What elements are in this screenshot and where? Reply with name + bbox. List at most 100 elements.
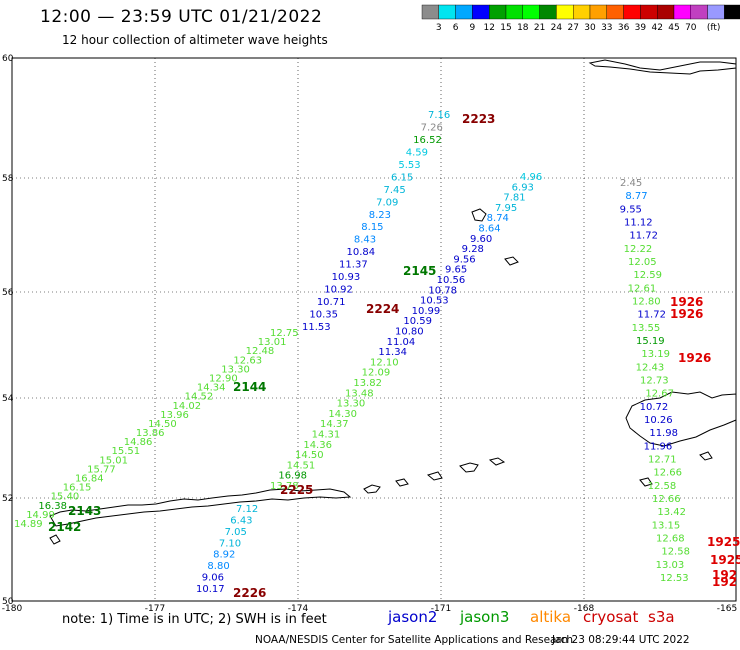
coastline bbox=[588, 59, 737, 75]
colorbar-label: 24 bbox=[551, 23, 563, 33]
wave-height-value: 8.92 bbox=[213, 550, 235, 561]
wave-height-value: 15.51 bbox=[112, 446, 141, 457]
wave-height-value: 12.05 bbox=[628, 257, 657, 268]
wave-height-value: 7.09 bbox=[376, 197, 398, 208]
wave-height-value: 12.53 bbox=[660, 573, 689, 584]
wave-height-value: 13.19 bbox=[641, 349, 670, 360]
wave-height-value: 12.09 bbox=[362, 368, 391, 379]
wave-height-value: 13.30 bbox=[221, 364, 250, 375]
wave-height-value: 13.01 bbox=[258, 337, 287, 348]
wave-height-value: 10.53 bbox=[420, 296, 449, 307]
legend-s3a-label: s3a bbox=[648, 608, 675, 626]
longitude-label: -168 bbox=[574, 604, 595, 614]
pass-time-label: 2145 bbox=[403, 264, 436, 278]
wave-height-value: 9.06 bbox=[202, 573, 224, 584]
longitude-label: -174 bbox=[288, 604, 309, 614]
wave-height-value: 12.63 bbox=[233, 355, 262, 366]
pass-time-label: 1926 bbox=[670, 295, 703, 309]
wave-height-value: 11.34 bbox=[378, 347, 407, 358]
wave-height-value: 12.48 bbox=[246, 346, 275, 357]
wave-height-value: 14.02 bbox=[172, 401, 201, 412]
wave-height-value: 4.96 bbox=[520, 172, 542, 183]
wave-height-value: 10.17 bbox=[196, 584, 225, 595]
legend-jason2-label: jason2 bbox=[388, 608, 438, 626]
wave-height-value: 16.52 bbox=[413, 135, 442, 146]
wave-height-value: 10.59 bbox=[403, 316, 432, 327]
wave-height-value: 10.78 bbox=[428, 285, 457, 296]
wave-height-value: 8.64 bbox=[478, 224, 500, 235]
wave-height-value: 14.86 bbox=[124, 437, 153, 448]
page-subtitle: 12 hour collection of altimeter wave hei… bbox=[62, 33, 328, 47]
pass-time-label: 1926 bbox=[670, 307, 703, 321]
wave-height-value: 11.53 bbox=[302, 322, 331, 333]
longitude-label: -171 bbox=[431, 604, 451, 614]
pass-time-label: 2223 bbox=[462, 112, 495, 126]
wave-height-value: 4.59 bbox=[406, 147, 428, 158]
wave-height-value: 16.15 bbox=[63, 483, 92, 494]
wave-height-value: 13.48 bbox=[345, 388, 374, 399]
page-title: 12:00 — 23:59 UTC 01/21/2022 bbox=[40, 7, 323, 27]
coastline bbox=[488, 457, 506, 466]
wave-height-value: 7.10 bbox=[219, 538, 241, 549]
colorbar-label: 36 bbox=[618, 23, 630, 33]
wave-height-value: 8.77 bbox=[625, 191, 647, 202]
wave-height-value: 16.38 bbox=[38, 501, 67, 512]
wave-height-value: 16.84 bbox=[75, 474, 104, 485]
latitude-label: 56 bbox=[2, 288, 14, 298]
wave-height-value: 13.82 bbox=[353, 378, 382, 389]
wave-height-value: 12.66 bbox=[652, 494, 681, 505]
colorbar-label: 45 bbox=[668, 23, 679, 33]
coastline bbox=[426, 471, 443, 481]
wave-height-value: 14.99 bbox=[26, 510, 55, 521]
wave-height-value: 14.30 bbox=[328, 409, 357, 420]
wave-height-value: 8.23 bbox=[369, 210, 391, 221]
wave-height-value: 12.10 bbox=[370, 357, 399, 368]
colorbar-label: 12 bbox=[483, 23, 494, 33]
colorbar-swatch bbox=[724, 4, 740, 20]
wave-height-value: 11.12 bbox=[624, 218, 653, 229]
wave-height-value: 14.89 bbox=[14, 519, 43, 530]
colorbar-label: 42 bbox=[651, 23, 662, 33]
wave-height-value: 13.42 bbox=[657, 507, 686, 518]
colorbar-label: 21 bbox=[534, 23, 545, 33]
colorbar-label: 15 bbox=[500, 23, 511, 33]
wave-height-value: 12.43 bbox=[636, 362, 665, 373]
coastline bbox=[49, 534, 61, 545]
wave-height-value: 12.22 bbox=[624, 244, 653, 255]
wave-height-value: 14.31 bbox=[312, 430, 341, 441]
latitude-label: 52 bbox=[2, 494, 13, 504]
wave-height-value: 10.93 bbox=[332, 272, 361, 283]
colorbar-label: 9 bbox=[470, 23, 476, 33]
pass-time-label: 2142 bbox=[48, 520, 81, 534]
longitude-label: -177 bbox=[145, 604, 165, 614]
pass-time-label: 1925 bbox=[707, 535, 740, 549]
wave-height-value: 14.34 bbox=[197, 383, 226, 394]
wave-height-value: 10.99 bbox=[412, 306, 441, 317]
colorbar-label: 18 bbox=[517, 23, 529, 33]
wave-height-value: 13.78 bbox=[270, 481, 299, 492]
wave-height-value: 6.15 bbox=[391, 172, 413, 183]
wave-height-value: 6.93 bbox=[512, 182, 534, 193]
legend-cryosat-label: cryosat bbox=[583, 608, 639, 626]
wave-height-value: 12.80 bbox=[632, 297, 661, 308]
footnote: note: 1) Time is in UTC; 2) SWH is in fe… bbox=[62, 612, 327, 627]
wave-height-value: 15.77 bbox=[87, 464, 116, 475]
coastline bbox=[699, 451, 713, 461]
coastline bbox=[639, 477, 653, 487]
wave-height-value: 13.96 bbox=[160, 410, 189, 421]
wave-height-value: 12.68 bbox=[656, 534, 685, 545]
wave-height-value: 2.45 bbox=[620, 178, 642, 189]
wave-height-value: 10.35 bbox=[309, 310, 338, 321]
colorbar-label: 39 bbox=[635, 23, 647, 33]
wave-height-value: 13.86 bbox=[136, 428, 165, 439]
colorbar-label: 6 bbox=[453, 23, 459, 33]
coastline bbox=[471, 208, 487, 222]
wave-height-value: 9.28 bbox=[462, 244, 484, 255]
wave-height-value: 6.43 bbox=[230, 515, 252, 526]
wave-height-value: 14.51 bbox=[287, 460, 316, 471]
generation-timestamp: Jan 23 08:29:44 UTC 2022 bbox=[552, 634, 690, 646]
wave-height-value: 7.12 bbox=[236, 504, 258, 515]
colorbar-label: 3 bbox=[436, 23, 442, 33]
wave-height-value: 8.74 bbox=[487, 213, 509, 224]
colorbar-label: 30 bbox=[584, 23, 596, 33]
